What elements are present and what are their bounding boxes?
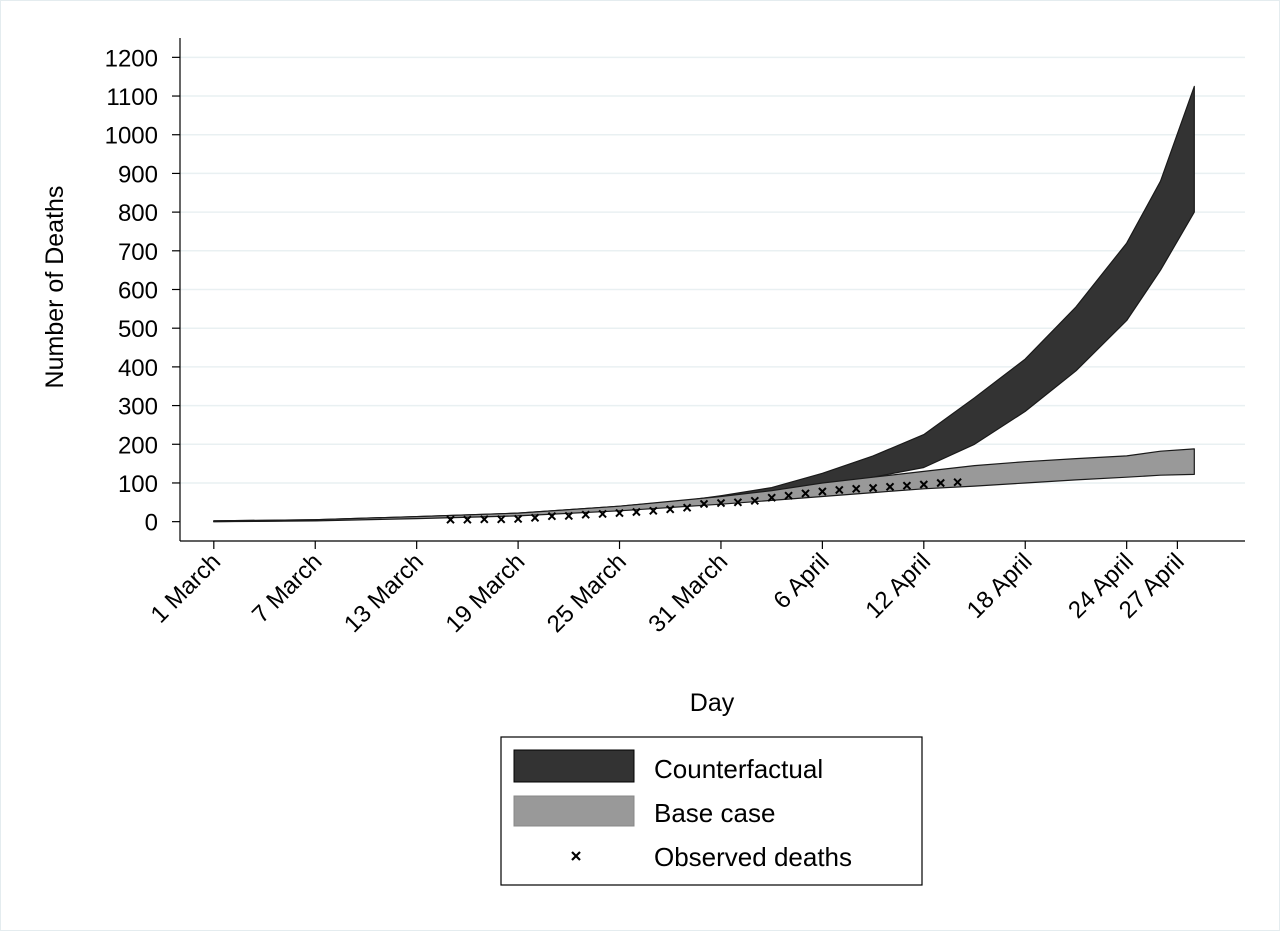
x-tick-label-31-march: 31 March [643, 548, 733, 638]
legend-marker-observed [571, 851, 581, 861]
observed-point-2020-03-24 [598, 509, 607, 519]
legend: Counterfactual Base case Observed deaths [500, 736, 923, 886]
observed-point-2020-04-12 [919, 480, 929, 489]
observed-point-2020-03-20 [530, 513, 540, 523]
legend-label-base-case: Base case [654, 798, 775, 828]
x-tick-label-19-march: 19 March [441, 548, 531, 638]
x-tick-label-13-march: 13 March [339, 548, 429, 638]
y-tick-label-700: 700 [118, 239, 158, 266]
observed-point-2020-04-07 [835, 485, 844, 495]
y-ticks: 0 100 200 300 400 500 600 700 800 900 1000 1100 1200 [105, 45, 180, 537]
observed-point-2020-03-18 [496, 515, 506, 524]
y-tick-label-500: 500 [118, 316, 158, 343]
y-tick-label-100: 100 [118, 471, 158, 498]
legend-swatch-base-case [513, 795, 635, 827]
observed-point-2020-04-09 [868, 483, 878, 493]
observed-point-2020-04-14 [953, 477, 962, 487]
observed-point-2020-04-06 [818, 487, 827, 496]
band-base-case [213, 448, 1195, 523]
observed-point-2020-04-05 [801, 489, 810, 498]
y-tick-label-800: 800 [118, 200, 158, 227]
x-tick-label-1-march: 1 March [146, 548, 226, 628]
x-axis-title: Day [690, 689, 735, 717]
observed-point-2020-04-11 [902, 481, 912, 490]
observed-point-2020-03-31 [716, 498, 726, 508]
legend-swatch-counterfactual [513, 749, 635, 783]
x-tick-label-18-april: 18 April [962, 548, 1038, 624]
x-tick-label-25-march: 25 March [542, 548, 632, 638]
y-tick-label-200: 200 [118, 432, 158, 459]
observed-point-2020-03-19 [513, 514, 523, 524]
observed-point-2020-03-15 [446, 515, 455, 524]
observed-point-2020-04-03 [767, 493, 776, 502]
observed-point-2020-04-08 [851, 484, 861, 494]
observed-point-2020-03-30 [699, 499, 709, 509]
y-tick-label-400: 400 [118, 355, 158, 382]
observed-point-2020-04-13 [936, 478, 945, 488]
observed-point-2020-03-27 [649, 506, 658, 516]
grid-lines [180, 56, 1245, 484]
x-tick-label-12-april: 12 April [860, 548, 936, 624]
y-tick-label-300: 300 [118, 394, 158, 421]
y-axis-title: Number of Deaths [41, 186, 69, 389]
observed-markers [446, 477, 962, 524]
observed-point-2020-04-10 [885, 482, 895, 492]
observed-point-2020-03-28 [665, 505, 675, 514]
observed-point-2020-04-01 [733, 498, 743, 507]
y-tick-label-900: 900 [118, 161, 158, 188]
observed-point-2020-03-25 [615, 508, 624, 518]
observed-point-2020-03-16 [463, 515, 472, 524]
y-tick-label-0: 0 [145, 510, 158, 537]
y-tick-label-1100: 1100 [106, 84, 158, 111]
observed-point-2020-04-02 [750, 496, 760, 506]
observed-point-2020-03-22 [564, 511, 574, 521]
band-counterfactual [213, 85, 1195, 523]
legend-label-observed-deaths: Observed deaths [654, 842, 852, 872]
x-tick-label-6-april: 6 April [768, 548, 834, 614]
y-tick-label-1000: 1000 [105, 123, 158, 150]
legend-label-counterfactual: Counterfactual [654, 754, 823, 784]
y-tick-label-600: 600 [118, 278, 158, 305]
observed-point-2020-03-21 [547, 511, 557, 521]
observed-point-2020-03-17 [480, 515, 489, 524]
bands [213, 85, 1195, 523]
observed-point-2020-03-29 [682, 503, 692, 512]
observed-point-2020-04-04 [784, 491, 793, 500]
x-tick-label-7-march: 7 March [247, 548, 327, 628]
observed-point-2020-03-26 [632, 507, 641, 517]
observed-point-2020-03-23 [581, 510, 590, 519]
y-tick-label-1200: 1200 [105, 45, 158, 72]
x-ticks: 1 March 7 March 13 March 19 March 25 March 31… [146, 541, 1190, 638]
